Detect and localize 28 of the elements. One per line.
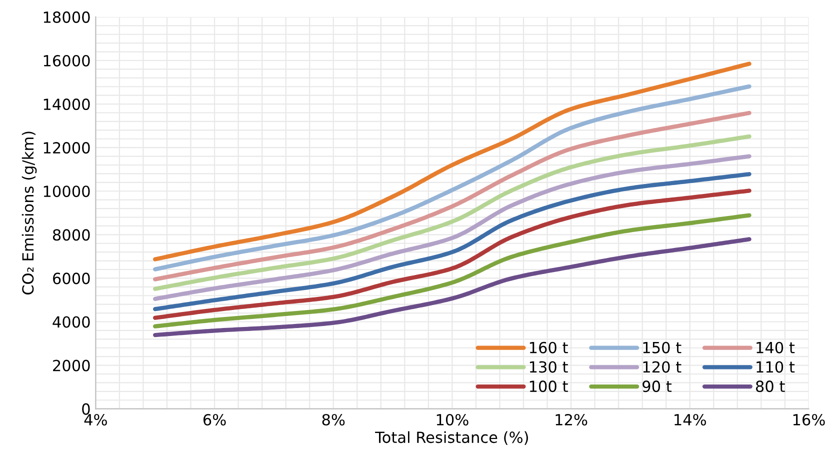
x-tick-label: 4% xyxy=(84,414,107,426)
x-axis-title: Total Resistance (%) xyxy=(375,431,528,445)
x-tick-label: 14% xyxy=(674,414,706,426)
legend-label: 100 t xyxy=(530,380,568,392)
y-tick-label: 8000 xyxy=(52,229,90,241)
y-tick-label: 16000 xyxy=(44,54,90,67)
y-tick-label: 10000 xyxy=(44,186,90,198)
legend-label: 130 t xyxy=(530,361,568,373)
x-tick-label: 6% xyxy=(203,414,226,426)
x-tick-label: 10% xyxy=(436,414,468,426)
legend-label: 160 t xyxy=(530,342,568,354)
y-tick-label: 6000 xyxy=(53,272,90,284)
legend-label: 140 t xyxy=(756,342,795,354)
x-tick-label: 16% xyxy=(793,414,825,426)
y-tick-label: 18000 xyxy=(44,11,90,23)
legend-label: 80 t xyxy=(756,380,785,392)
x-tick-label: 8% xyxy=(322,414,345,426)
y-tick-label: 14000 xyxy=(44,98,90,110)
y-tick-label: 4000 xyxy=(52,316,90,328)
legend-label: 120 t xyxy=(643,361,682,373)
y-axis-title: CO₂ Emissions (g/km) xyxy=(22,132,37,295)
y-tick-label: 2000 xyxy=(53,360,90,372)
y-tick-label: 12000 xyxy=(44,142,90,154)
y-tick-label: 0 xyxy=(82,403,90,415)
legend-label: 90 t xyxy=(642,380,672,392)
x-tick-label: 12% xyxy=(556,414,588,426)
legend-label: 150 t xyxy=(643,342,682,354)
legend-label: 110 t xyxy=(756,361,795,373)
